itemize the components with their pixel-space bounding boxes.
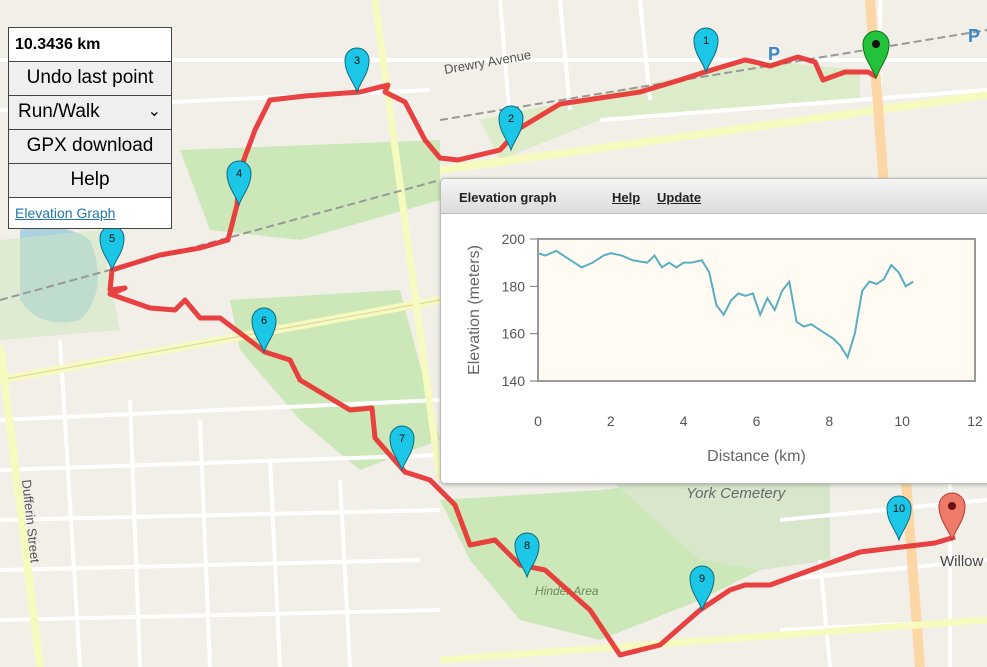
- end-pin-icon[interactable]: [938, 492, 966, 542]
- elevation-chart: 0 2 4 6 8 10 12 140 160 180 200 Distance (km) Elev…: [466, 231, 983, 465]
- route-marker-label: 10: [893, 503, 905, 515]
- route-line[interactable]: [107, 54, 956, 658]
- x-tick-label: 2: [607, 413, 615, 429]
- route-marker-4[interactable]: 4: [226, 160, 252, 207]
- park-area: [230, 290, 440, 470]
- route-marker-label: 3: [354, 55, 360, 67]
- label-york-cemetery: York Cemetery: [686, 485, 787, 502]
- route-marker-3[interactable]: 3: [344, 47, 370, 94]
- route-marker-label: 5: [109, 233, 115, 245]
- help-button[interactable]: Help: [9, 164, 171, 198]
- chevron-down-icon: ⌄: [147, 103, 161, 120]
- elevation-update-link[interactable]: Update: [657, 190, 702, 205]
- route-marker-6[interactable]: 6: [251, 307, 277, 354]
- x-tick-label: 8: [825, 413, 833, 429]
- route-marker-10[interactable]: 10: [886, 495, 912, 542]
- parking-icon: P: [768, 44, 780, 64]
- elevation-graph-panel: Elevation graph Help Update 0 2 4 6 8 10 12 140…: [440, 178, 987, 484]
- route-markers: 1 2 3 4 5 6 7 8 9 10: [99, 27, 912, 612]
- route-marker-8[interactable]: 8: [514, 532, 540, 579]
- elevation-help-link[interactable]: Help: [612, 190, 641, 205]
- route-marker-label: 2: [508, 113, 514, 125]
- route-marker-7[interactable]: 7: [389, 425, 415, 472]
- activity-mode-label: Run/Walk: [18, 101, 100, 122]
- x-tick-label: 6: [753, 413, 761, 429]
- gpx-download-button[interactable]: GPX download: [9, 130, 171, 164]
- y-axis-label: Elevation (meters): [466, 245, 483, 375]
- x-tick-label: 0: [534, 413, 542, 429]
- route-marker-label: 1: [703, 35, 709, 47]
- cemetery-area: [600, 470, 830, 570]
- route-marker-label: 6: [261, 315, 267, 327]
- x-axis-label: Distance (km): [707, 448, 806, 465]
- route-marker-label: 4: [236, 168, 242, 180]
- elevation-graph-title: Elevation graph: [459, 190, 557, 205]
- y-tick-label: 200: [502, 231, 526, 247]
- elevation-series-line: [537, 249, 914, 360]
- rail-line: [439, 29, 987, 121]
- y-tick-label: 140: [502, 373, 526, 389]
- undo-last-point-button[interactable]: Undo last point: [9, 62, 171, 96]
- parking-icon: P: [968, 26, 980, 46]
- route-marker-label: 7: [399, 433, 405, 445]
- route-marker-9[interactable]: 9: [689, 565, 715, 612]
- label-willow: Willow: [940, 553, 983, 570]
- elevation-graph-header: Elevation graph Help Update: [441, 179, 987, 214]
- chart-plot-area: [537, 238, 976, 382]
- route-marker-1[interactable]: 1: [693, 27, 719, 74]
- x-tick-label: 12: [967, 413, 983, 429]
- route-marker-label: 8: [524, 540, 530, 552]
- route-marker-label: 9: [699, 573, 705, 585]
- activity-mode-select[interactable]: Run/Walk ⌄: [9, 96, 171, 130]
- elevation-graph-link[interactable]: Elevation Graph: [15, 205, 116, 221]
- start-pin-icon[interactable]: [862, 30, 890, 80]
- x-tick-label: 10: [894, 413, 910, 429]
- route-control-panel: 10.3436 km Undo last point Run/Walk ⌄ GP…: [8, 27, 172, 229]
- y-tick-label: 180: [502, 278, 526, 294]
- route-marker-2[interactable]: 2: [498, 105, 524, 152]
- x-tick-label: 4: [680, 413, 688, 429]
- park-area: [0, 230, 120, 340]
- route-distance: 10.3436 km: [9, 28, 171, 62]
- y-tick-label: 160: [502, 326, 526, 342]
- park-area: [480, 60, 860, 160]
